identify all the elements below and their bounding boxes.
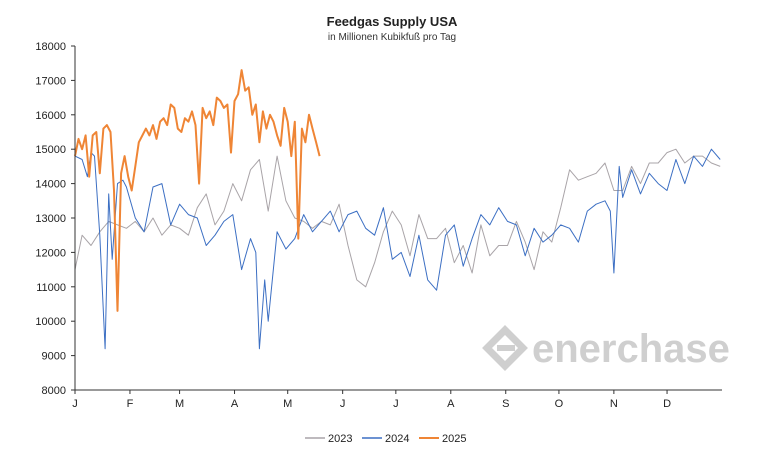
- chart-title: Feedgas Supply USA: [327, 14, 458, 29]
- legend-item-2025: 2025: [419, 433, 466, 445]
- legend-label: 2025: [442, 433, 466, 445]
- x-tick-label: J: [72, 398, 78, 410]
- axes: 8000 9000 10000 11000 12000 13000 14000 15000 16…: [35, 41, 722, 410]
- x-tick-label: M: [175, 398, 184, 410]
- y-tick-label: 13000: [35, 213, 66, 225]
- y-tick-label: 12000: [35, 247, 66, 259]
- y-tick-label: 18000: [35, 41, 66, 53]
- legend: 2023 2024 2025: [305, 433, 466, 445]
- x-tick-label: S: [502, 398, 509, 410]
- series-line-2023: [74, 148, 721, 288]
- x-tick-label: N: [610, 398, 618, 410]
- x-tick-label: J: [393, 398, 399, 410]
- x-tick-label: J: [340, 398, 346, 410]
- y-tick-label: 17000: [35, 75, 66, 87]
- y-tick-label: 10000: [35, 316, 66, 328]
- legend-label: 2023: [328, 433, 352, 445]
- y-tick-label: 11000: [36, 282, 66, 294]
- legend-item-2024: 2024: [362, 433, 409, 445]
- legend-item-2023: 2023: [305, 433, 352, 445]
- y-tick-label: 16000: [35, 110, 66, 122]
- x-tick-label: A: [231, 398, 239, 410]
- x-tick-label: O: [555, 398, 564, 410]
- y-tick-label: 8000: [42, 385, 66, 397]
- legend-label: 2024: [385, 433, 409, 445]
- watermark-text: enerchase: [532, 327, 730, 371]
- chart-subtitle: in Millionen Kubikfuß pro Tag: [328, 32, 456, 43]
- enerchase-logo-icon: [482, 325, 528, 371]
- x-tick-label: F: [127, 398, 134, 410]
- y-tick-label: 14000: [35, 179, 66, 191]
- series-line-2025: [74, 69, 321, 312]
- x-tick-label: A: [447, 398, 455, 410]
- y-tick-label: 15000: [35, 144, 66, 156]
- x-tick-label: M: [283, 398, 292, 410]
- enerchase-watermark: enerchase: [482, 325, 730, 371]
- plot-area: [74, 69, 721, 350]
- y-tick-label: 9000: [42, 351, 66, 363]
- x-tick-label: D: [663, 398, 671, 410]
- series-line-2024: [74, 148, 721, 350]
